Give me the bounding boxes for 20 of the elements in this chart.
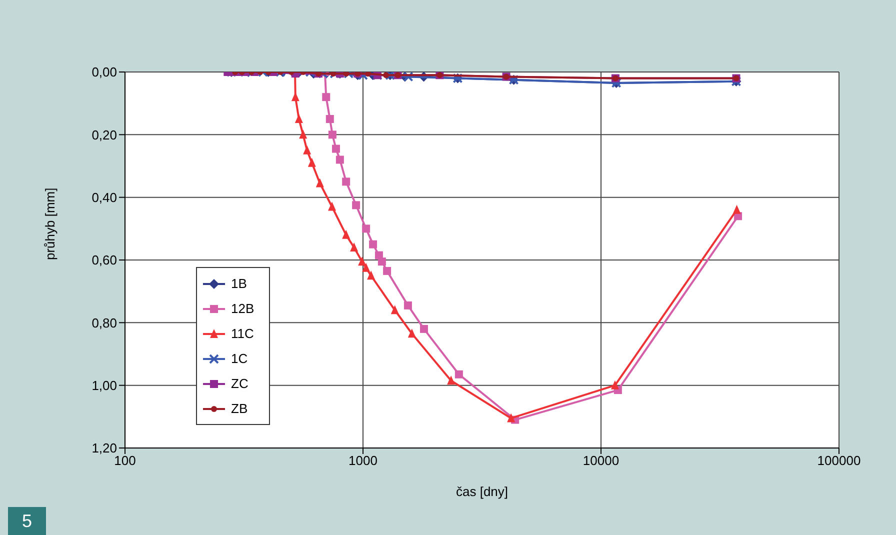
x-tick-label: 100000 [817,453,861,468]
y-tick-label: 0,80 [92,315,117,330]
y-axis-title: průhyb [mm] [42,188,58,260]
y-tick-label: 0,60 [92,252,117,268]
legend-label: ZC [231,376,248,391]
legend-label: 12B [231,301,254,316]
y-tick-label: 0,40 [92,190,117,205]
y-tick-label: 0,00 [92,64,117,80]
legend-label: 1B [231,276,247,291]
legend-label: ZB [231,401,248,416]
text: 5 [8,507,46,535]
legend-label: 1C [231,351,248,366]
x-tick-label: 100 [114,453,136,468]
legend-label: 11C [231,326,254,341]
x-axis-title: čas [dny] [456,484,508,499]
y-tick-label: 1,00 [92,378,117,393]
x-tick-label: 1000 [348,453,378,468]
y-tick-label: 0,20 [92,127,117,142]
y-tick-label: 1,20 [92,440,117,456]
x-tick-label: 10000 [582,453,620,468]
